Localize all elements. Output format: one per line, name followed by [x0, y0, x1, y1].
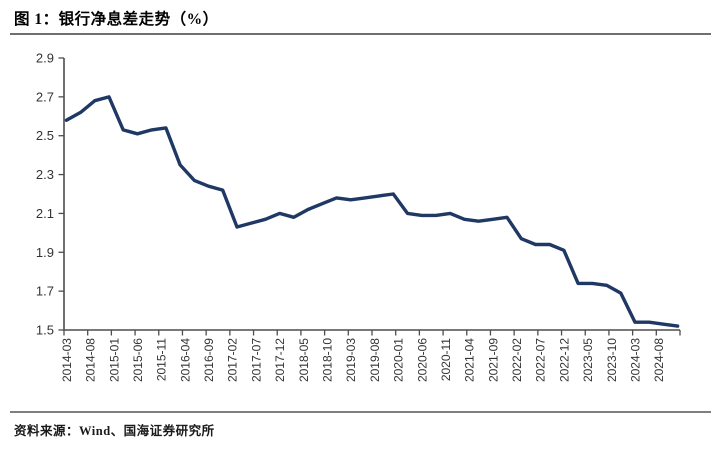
x-tick-label: 2017-12 — [273, 338, 287, 382]
y-tick-label: 1.7 — [36, 284, 54, 299]
x-tick-label: 2015-06 — [131, 338, 145, 382]
x-tick-label: 2018-05 — [297, 338, 311, 382]
y-tick-label: 2.3 — [36, 167, 54, 182]
x-tick-label: 2019-03 — [344, 338, 358, 382]
y-tick-label: 2.5 — [36, 128, 54, 143]
x-tick-label: 2016-04 — [178, 338, 192, 382]
x-tick-label: 2016-09 — [202, 338, 216, 382]
y-tick-label: 1.9 — [36, 245, 54, 260]
x-tick-label: 2023-05 — [581, 338, 595, 382]
footer-rule — [10, 411, 711, 413]
x-tick-label: 2021-04 — [463, 338, 477, 382]
x-tick-label: 2020-01 — [392, 338, 406, 382]
x-tick-label: 2022-12 — [557, 338, 571, 382]
x-tick-label: 2022-02 — [510, 338, 524, 382]
x-tick-label: 2020-06 — [415, 338, 429, 382]
x-tick-label: 2015-11 — [155, 338, 169, 381]
x-tick-label: 2023-10 — [605, 338, 619, 382]
title-rule — [10, 33, 711, 35]
axis-lines — [63, 58, 680, 331]
nim-series-line — [64, 95, 680, 328]
x-tick-label: 2017-02 — [226, 338, 240, 382]
y-tick-label: 2.9 — [36, 51, 54, 66]
x-tick-label: 2020-11 — [439, 338, 453, 381]
figure-title: 图 1：银行净息差走势（%） — [14, 11, 219, 28]
x-tick-label: 2022-07 — [534, 338, 548, 382]
x-tick-label: 2024-08 — [652, 338, 666, 382]
x-tick-label: 2017-07 — [249, 338, 263, 382]
x-tick-label: 2019-08 — [368, 338, 382, 382]
y-tick-label: 2.1 — [36, 206, 54, 221]
x-tick-label: 2014-08 — [84, 338, 98, 382]
x-tick-label: 2018-10 — [320, 338, 334, 382]
y-tick-label: 2.7 — [36, 89, 54, 104]
x-tick-label: 2015-01 — [107, 338, 121, 382]
y-tick-label: 1.5 — [36, 323, 54, 338]
x-tick-label: 2024-03 — [628, 338, 642, 382]
source-note: 资料来源：Wind、国海证券研究所 — [14, 424, 215, 438]
x-tick-label: 2014-03 — [60, 338, 74, 382]
x-tick-label: 2021-09 — [486, 338, 500, 382]
